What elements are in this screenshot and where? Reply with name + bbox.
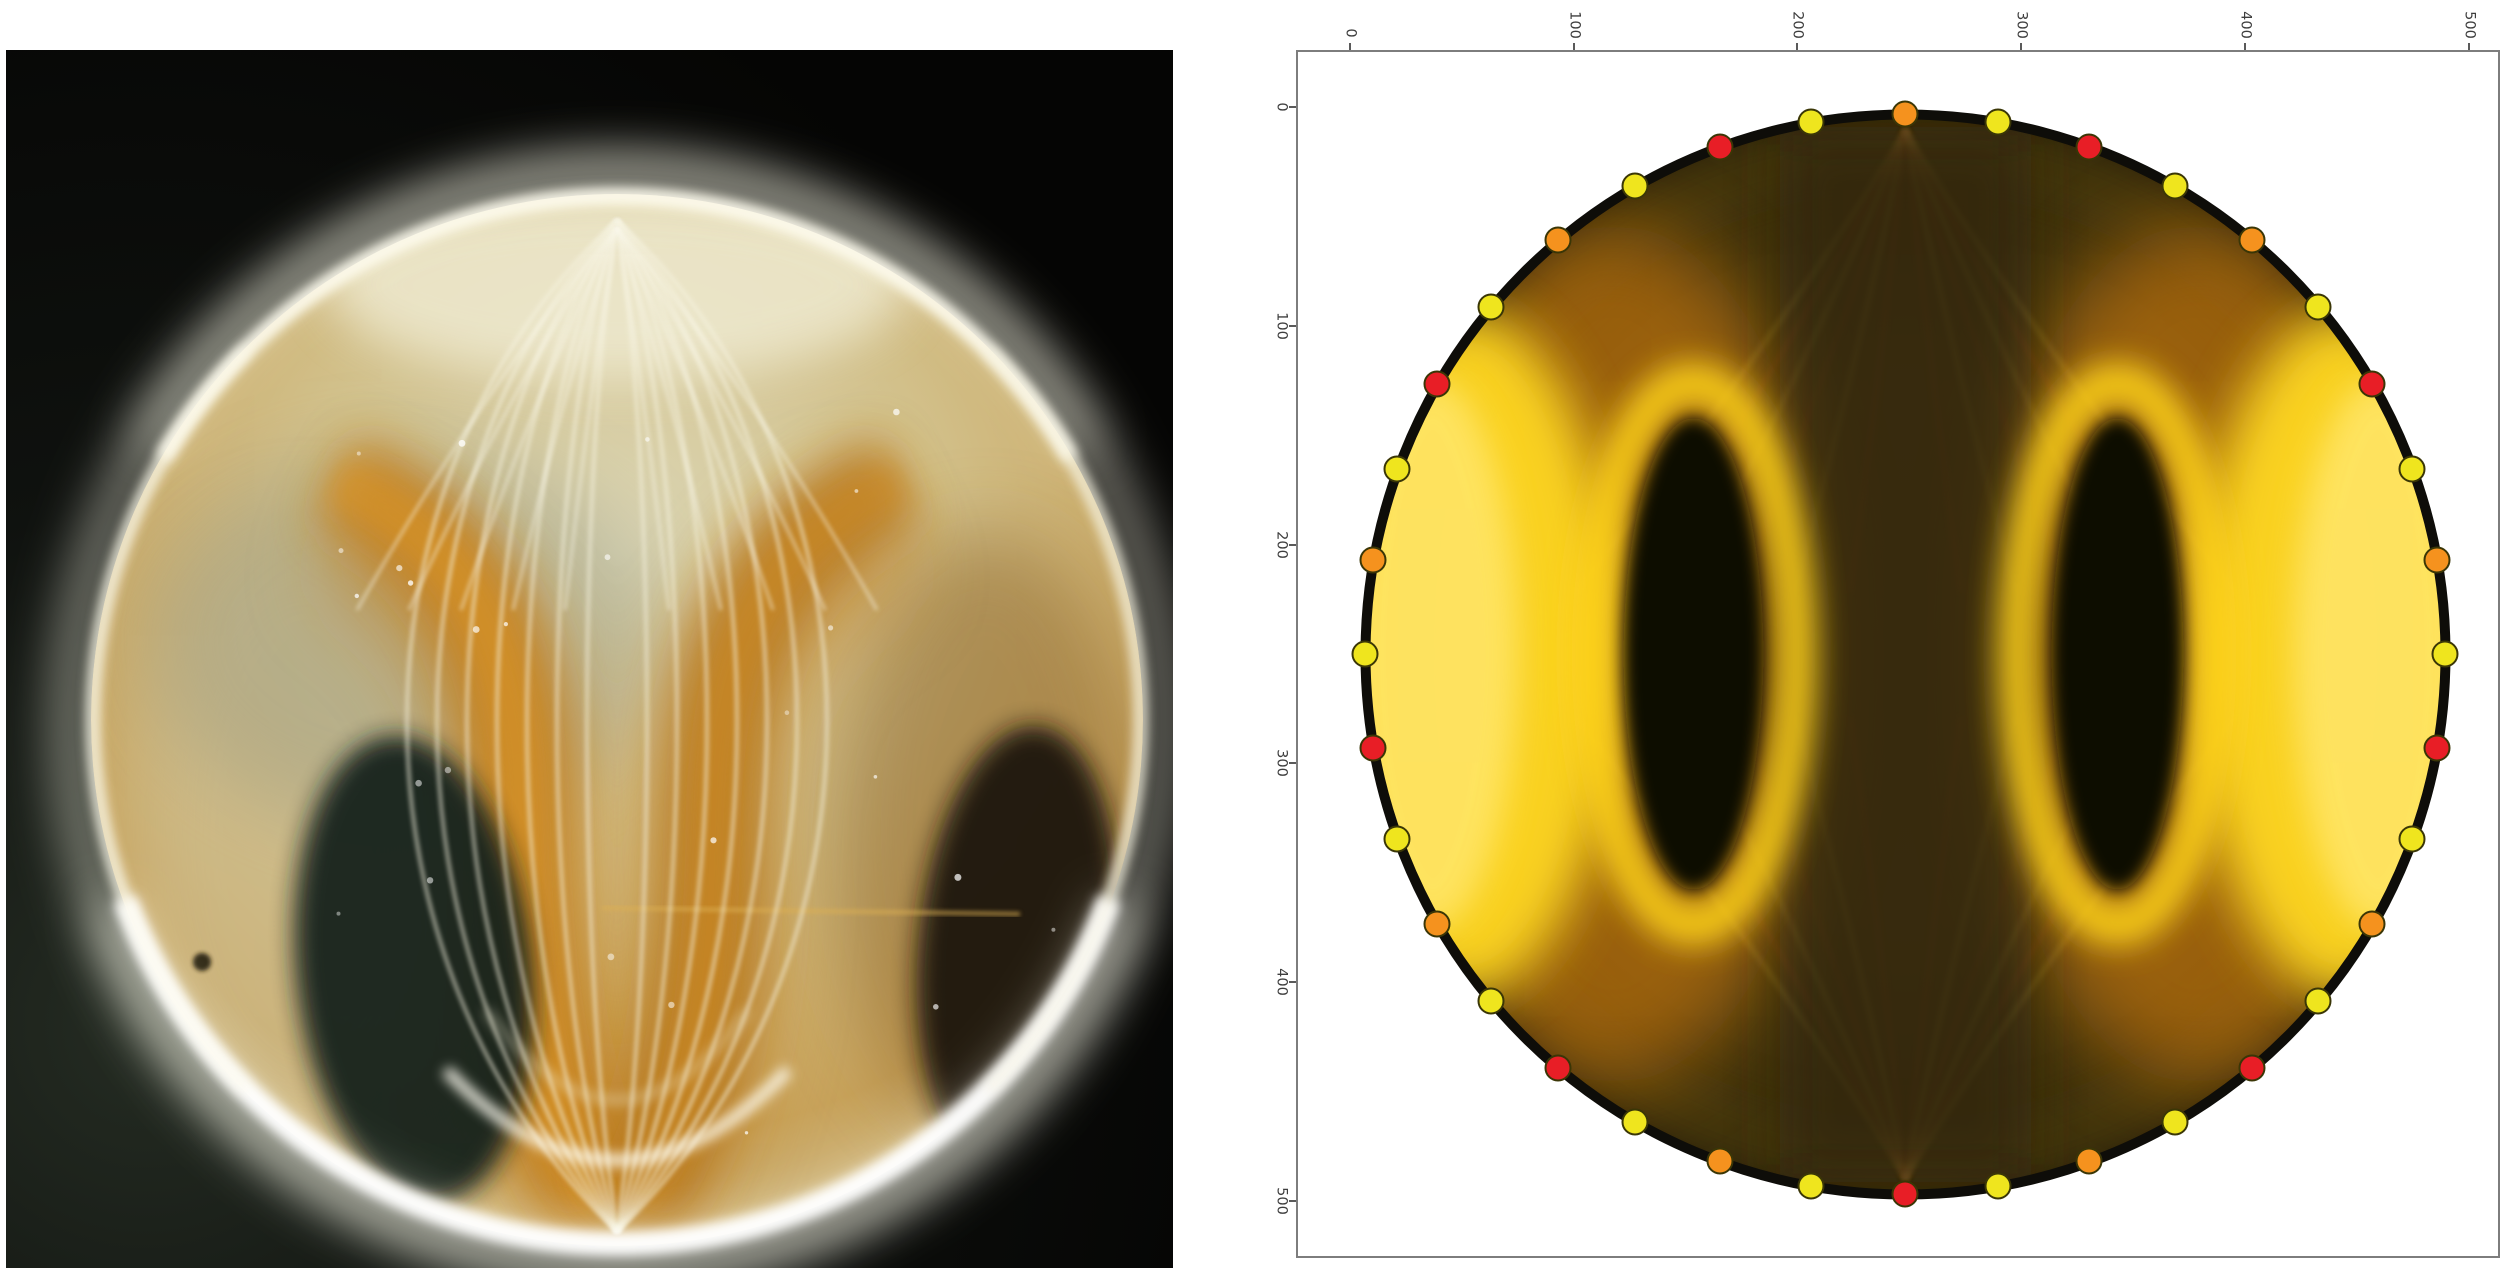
speckle <box>356 451 361 456</box>
halo-right <box>1998 363 2237 945</box>
speckle <box>828 625 834 631</box>
y-tick-mark <box>1289 1200 1296 1203</box>
speckle <box>415 779 422 787</box>
x-tick-mark <box>1348 43 1351 50</box>
boundary-dot-110 <box>1706 133 1734 161</box>
speckle <box>354 593 359 599</box>
experiment-photo <box>6 50 1173 1268</box>
speckle <box>784 710 790 715</box>
boundary-dot-150 <box>1423 370 1451 398</box>
simulation-field <box>1369 118 2442 1191</box>
y-tick-mark <box>1289 762 1296 765</box>
speckle <box>744 1131 749 1135</box>
y-tick-mark <box>1289 981 1296 984</box>
y-tick-label: 500 <box>1273 1187 1290 1215</box>
boundary-dot-260 <box>1797 1172 1825 1200</box>
boundary-dot-280 <box>1984 1172 2012 1200</box>
speckle <box>426 877 434 884</box>
boundary-dot-230 <box>1544 1054 1572 1082</box>
boundary-dot-190 <box>1359 734 1387 762</box>
dish-rim-top-glow <box>156 187 1078 463</box>
boundary-dot-250 <box>1706 1147 1734 1175</box>
speckle <box>407 580 414 586</box>
x-tick-mark <box>2243 43 2246 50</box>
boundary-dot-200 <box>1383 825 1411 853</box>
simulation-rendering <box>1360 109 2451 1200</box>
x-tick-mark <box>2020 43 2023 50</box>
boundary-dot-70 <box>2075 133 2103 161</box>
x-tick-mark <box>1796 43 1799 50</box>
boundary-dot-0 <box>2431 640 2459 668</box>
boundary-dot-180 <box>1351 640 1379 668</box>
boundary-dot-30 <box>2358 370 2386 398</box>
speckle <box>645 437 650 442</box>
speckle <box>954 873 962 881</box>
speckle <box>1051 927 1056 932</box>
x-tick-label: 0 <box>1341 28 1358 38</box>
boundary-dot-130 <box>1544 226 1572 254</box>
x-tick-label: 100 <box>1565 10 1582 39</box>
y-tick-label: 200 <box>1273 530 1290 559</box>
speckle <box>873 775 878 779</box>
y-tick-mark <box>1289 543 1296 546</box>
boundary-dot-60 <box>2161 172 2189 200</box>
y-tick-label: 100 <box>1273 311 1290 340</box>
x-tick-label: 400 <box>2237 10 2254 39</box>
speckle <box>854 489 859 493</box>
x-tick-label: 300 <box>2013 10 2030 39</box>
boundary-dot-320 <box>2304 987 2332 1015</box>
speckle <box>604 554 611 561</box>
dish-interior <box>91 194 1143 1246</box>
central-streak-lines <box>1793 142 2018 1170</box>
boundary-dot-240 <box>1621 1108 1649 1136</box>
speckle <box>458 439 466 447</box>
speckle <box>668 1001 675 1009</box>
boundary-dot-140 <box>1477 293 1505 321</box>
boundary-dot-220 <box>1477 987 1505 1015</box>
boundary-dot-310 <box>2238 1054 2266 1082</box>
y-tick-mark <box>1289 105 1296 108</box>
x-tick-label: 200 <box>1789 10 1806 39</box>
boundary-dot-330 <box>2358 910 2386 938</box>
boundary-dot-40 <box>2304 293 2332 321</box>
speckle <box>396 565 403 572</box>
speckle <box>444 766 452 774</box>
experiment-photo-panel <box>6 50 1173 1268</box>
boundary-dot-10 <box>2423 546 2451 574</box>
black-void-right <box>2051 418 2184 890</box>
boundary-dot-100 <box>1797 108 1825 136</box>
boundary-dot-290 <box>2075 1147 2103 1175</box>
speckle <box>472 626 480 633</box>
boundary-dot-350 <box>2423 734 2451 762</box>
simulation-plot-area <box>1296 50 2500 1258</box>
boundary-dot-340 <box>2398 825 2426 853</box>
speckle <box>338 548 344 554</box>
speckle <box>710 837 717 844</box>
boundary-dot-90 <box>1891 100 1919 128</box>
boundary-dot-300 <box>2161 1108 2189 1136</box>
x-tick-label: 500 <box>2460 10 2477 39</box>
boundary-dot-50 <box>2238 226 2266 254</box>
boundary-dot-120 <box>1621 172 1649 200</box>
boundary-dot-20 <box>2398 455 2426 483</box>
speckle <box>893 408 900 416</box>
x-tick-mark <box>1572 43 1575 50</box>
black-void-left <box>1623 418 1764 890</box>
dirt-fleck <box>193 953 211 971</box>
x-tick-mark <box>2467 43 2470 50</box>
speckle <box>933 1004 939 1010</box>
boundary-dot-270 <box>1891 1180 1919 1208</box>
speckle <box>336 911 341 916</box>
speckle <box>503 622 508 627</box>
boundary-dot-170 <box>1359 546 1387 574</box>
y-tick-label: 300 <box>1273 749 1290 778</box>
boundary-dot-210 <box>1423 910 1451 938</box>
boundary-dot-160 <box>1383 455 1411 483</box>
y-tick-mark <box>1289 324 1296 327</box>
y-tick-label: 400 <box>1273 968 1290 997</box>
y-tick-label: 0 <box>1273 102 1290 112</box>
boundary-dot-80 <box>1984 108 2012 136</box>
halo-left <box>1571 363 1816 945</box>
streak-fan <box>336 218 1056 1234</box>
